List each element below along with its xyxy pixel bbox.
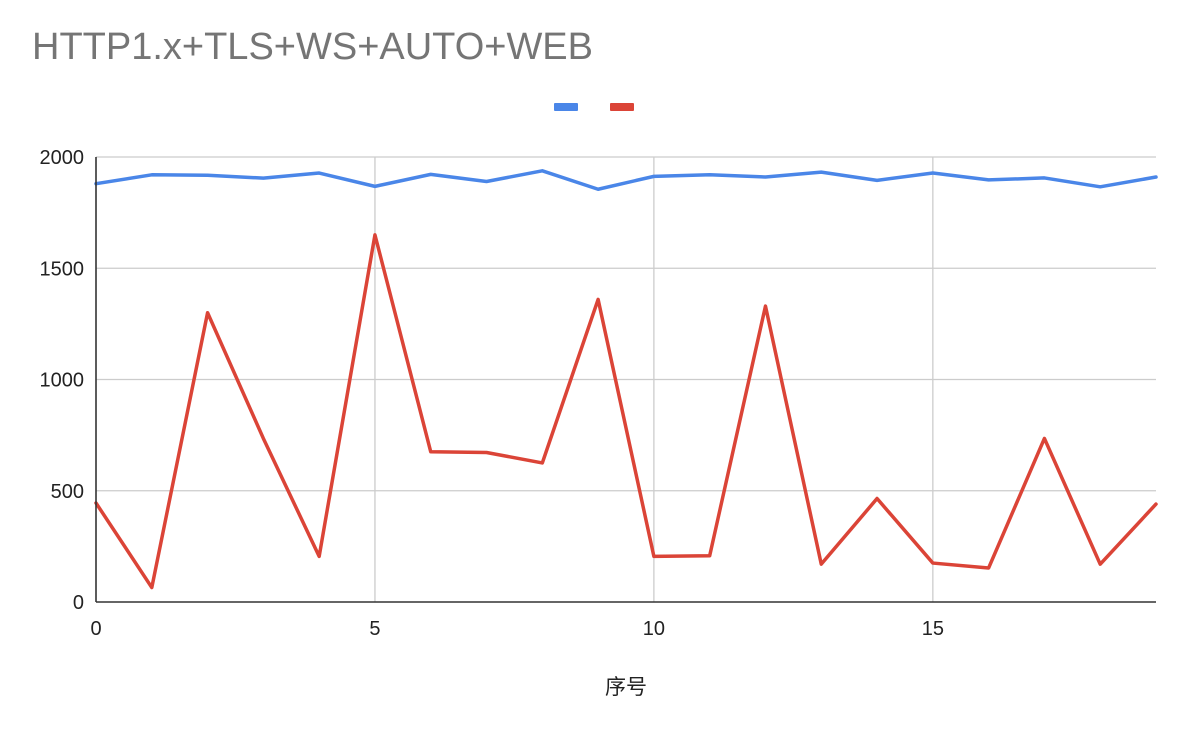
series-layer [94, 169, 1158, 590]
chart-title: HTTP1.x+TLS+WS+AUTO+WEB [32, 26, 594, 68]
legend-swatch-2 [610, 103, 634, 111]
y-tick-label: 1000 [40, 370, 85, 392]
y-tick-label: 0 [73, 592, 84, 614]
legend-swatch-1 [554, 103, 578, 111]
y-tick-label: 2000 [40, 147, 85, 169]
x-tick-label: 5 [369, 618, 380, 640]
series-line-1 [94, 169, 1158, 192]
grid-lines [96, 156, 1156, 602]
y-tick-label: 500 [51, 481, 84, 503]
y-tick-label: 1500 [40, 258, 85, 280]
x-tick-label: 0 [90, 618, 101, 640]
x-tick-label: 15 [922, 618, 944, 640]
x-axis-title: 序号 [605, 675, 647, 699]
series-line-2 [94, 233, 1158, 590]
legend [554, 103, 634, 111]
tick-labels: 0 500 1000 1500 2000 0 5 10 15 [40, 147, 944, 640]
axes [95, 157, 1156, 603]
x-tick-label: 10 [643, 618, 665, 640]
